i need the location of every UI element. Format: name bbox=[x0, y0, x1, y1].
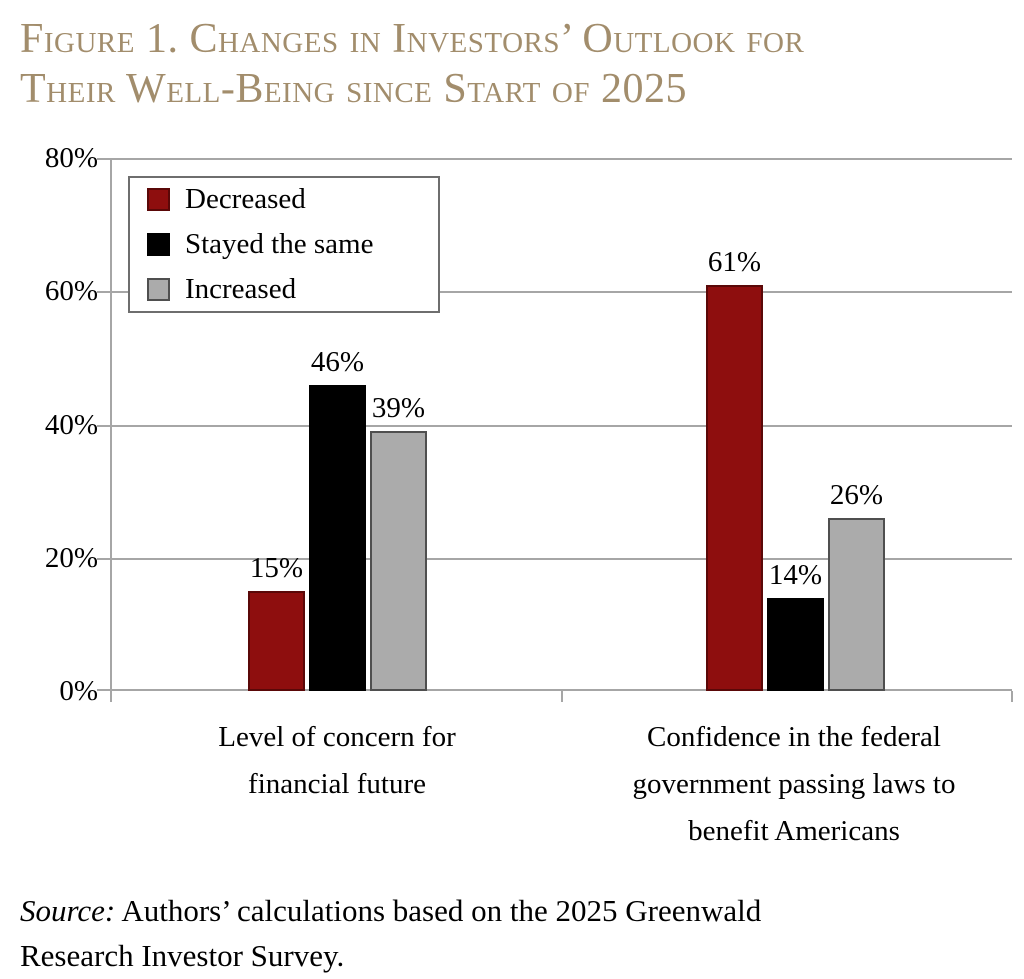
legend-item-decreased: Decreased bbox=[147, 177, 438, 222]
gridline-20 bbox=[97, 558, 1012, 560]
figure-title-line1: Figure 1. Changes in Investors’ Outlook … bbox=[20, 16, 805, 62]
legend: Decreased Stayed the same Increased bbox=[128, 176, 440, 313]
bar-value-label: 14% bbox=[768, 559, 823, 591]
bar-value-label: 26% bbox=[829, 479, 884, 511]
source-line1: Source: Authors’ calculations based on t… bbox=[20, 888, 1005, 933]
x-axis-tick-2 bbox=[1011, 691, 1013, 702]
x-axis-tick-0 bbox=[110, 691, 112, 702]
bar-stayed-the-same-group2 bbox=[767, 598, 824, 691]
category-label-line: Level of concern for bbox=[218, 721, 456, 753]
x-axis-tick-1 bbox=[561, 691, 563, 702]
bar-value-label: 61% bbox=[707, 246, 762, 278]
gridline-0 bbox=[97, 689, 1012, 691]
y-axis-tick-label: 40% bbox=[44, 409, 98, 441]
bar-value-label: 39% bbox=[371, 392, 426, 424]
bar-decreased-group1 bbox=[248, 591, 305, 691]
legend-swatch-decreased bbox=[147, 188, 170, 211]
bar-stayed-the-same-group1 bbox=[309, 385, 366, 691]
gridline-40 bbox=[97, 425, 1012, 427]
legend-swatch-stayed-the-same bbox=[147, 233, 170, 256]
category-label-line: financial future bbox=[248, 768, 426, 800]
category-label-federal-government: Confidence in the federal government pass… bbox=[577, 714, 1011, 855]
bar-value-label: 15% bbox=[249, 552, 304, 584]
category-label-line: government passing laws to bbox=[632, 768, 956, 800]
y-axis-tick-label: 60% bbox=[44, 275, 98, 307]
y-axis: 0% 20% 40% 60% 80% bbox=[0, 142, 98, 707]
gridline-80 bbox=[97, 158, 1012, 160]
category-label-line: Confidence in the federal bbox=[647, 721, 941, 753]
source-prefix: Source: bbox=[20, 893, 116, 928]
category-label-line: benefit Americans bbox=[688, 815, 900, 847]
plot-area: 15% 61% 46% 14% 39% 26% bbox=[97, 158, 1012, 691]
bar-increased-group2 bbox=[828, 518, 885, 691]
source-text-line1: Authors’ calculations based on the 2025 … bbox=[121, 893, 762, 928]
legend-label-stayed-the-same: Stayed the same bbox=[185, 228, 374, 260]
legend-label-decreased: Decreased bbox=[185, 183, 306, 215]
y-axis-line bbox=[110, 158, 112, 691]
source-note: Source: Authors’ calculations based on t… bbox=[20, 888, 1005, 978]
legend-label-increased: Increased bbox=[185, 273, 297, 305]
y-axis-tick-label: 0% bbox=[59, 675, 98, 707]
legend-swatch-increased bbox=[147, 278, 170, 301]
legend-item-stayed-the-same: Stayed the same bbox=[147, 222, 438, 267]
bar-decreased-group2 bbox=[706, 285, 763, 691]
bar-increased-group1 bbox=[370, 431, 427, 691]
bar-value-label: 46% bbox=[310, 346, 365, 378]
category-label-financial-future: Level of concern for financial future bbox=[127, 714, 547, 808]
gridline-60 bbox=[97, 291, 1012, 293]
figure-title-line2: Their Well-Being since Start of 2025 bbox=[20, 66, 687, 112]
source-line2: Research Investor Survey. bbox=[20, 938, 345, 973]
legend-item-increased: Increased bbox=[147, 267, 438, 312]
y-axis-tick-label: 80% bbox=[44, 142, 98, 174]
figure-title: Figure 1. Changes in Investors’ Outlook … bbox=[20, 14, 804, 114]
y-axis-tick-label: 20% bbox=[44, 542, 98, 574]
